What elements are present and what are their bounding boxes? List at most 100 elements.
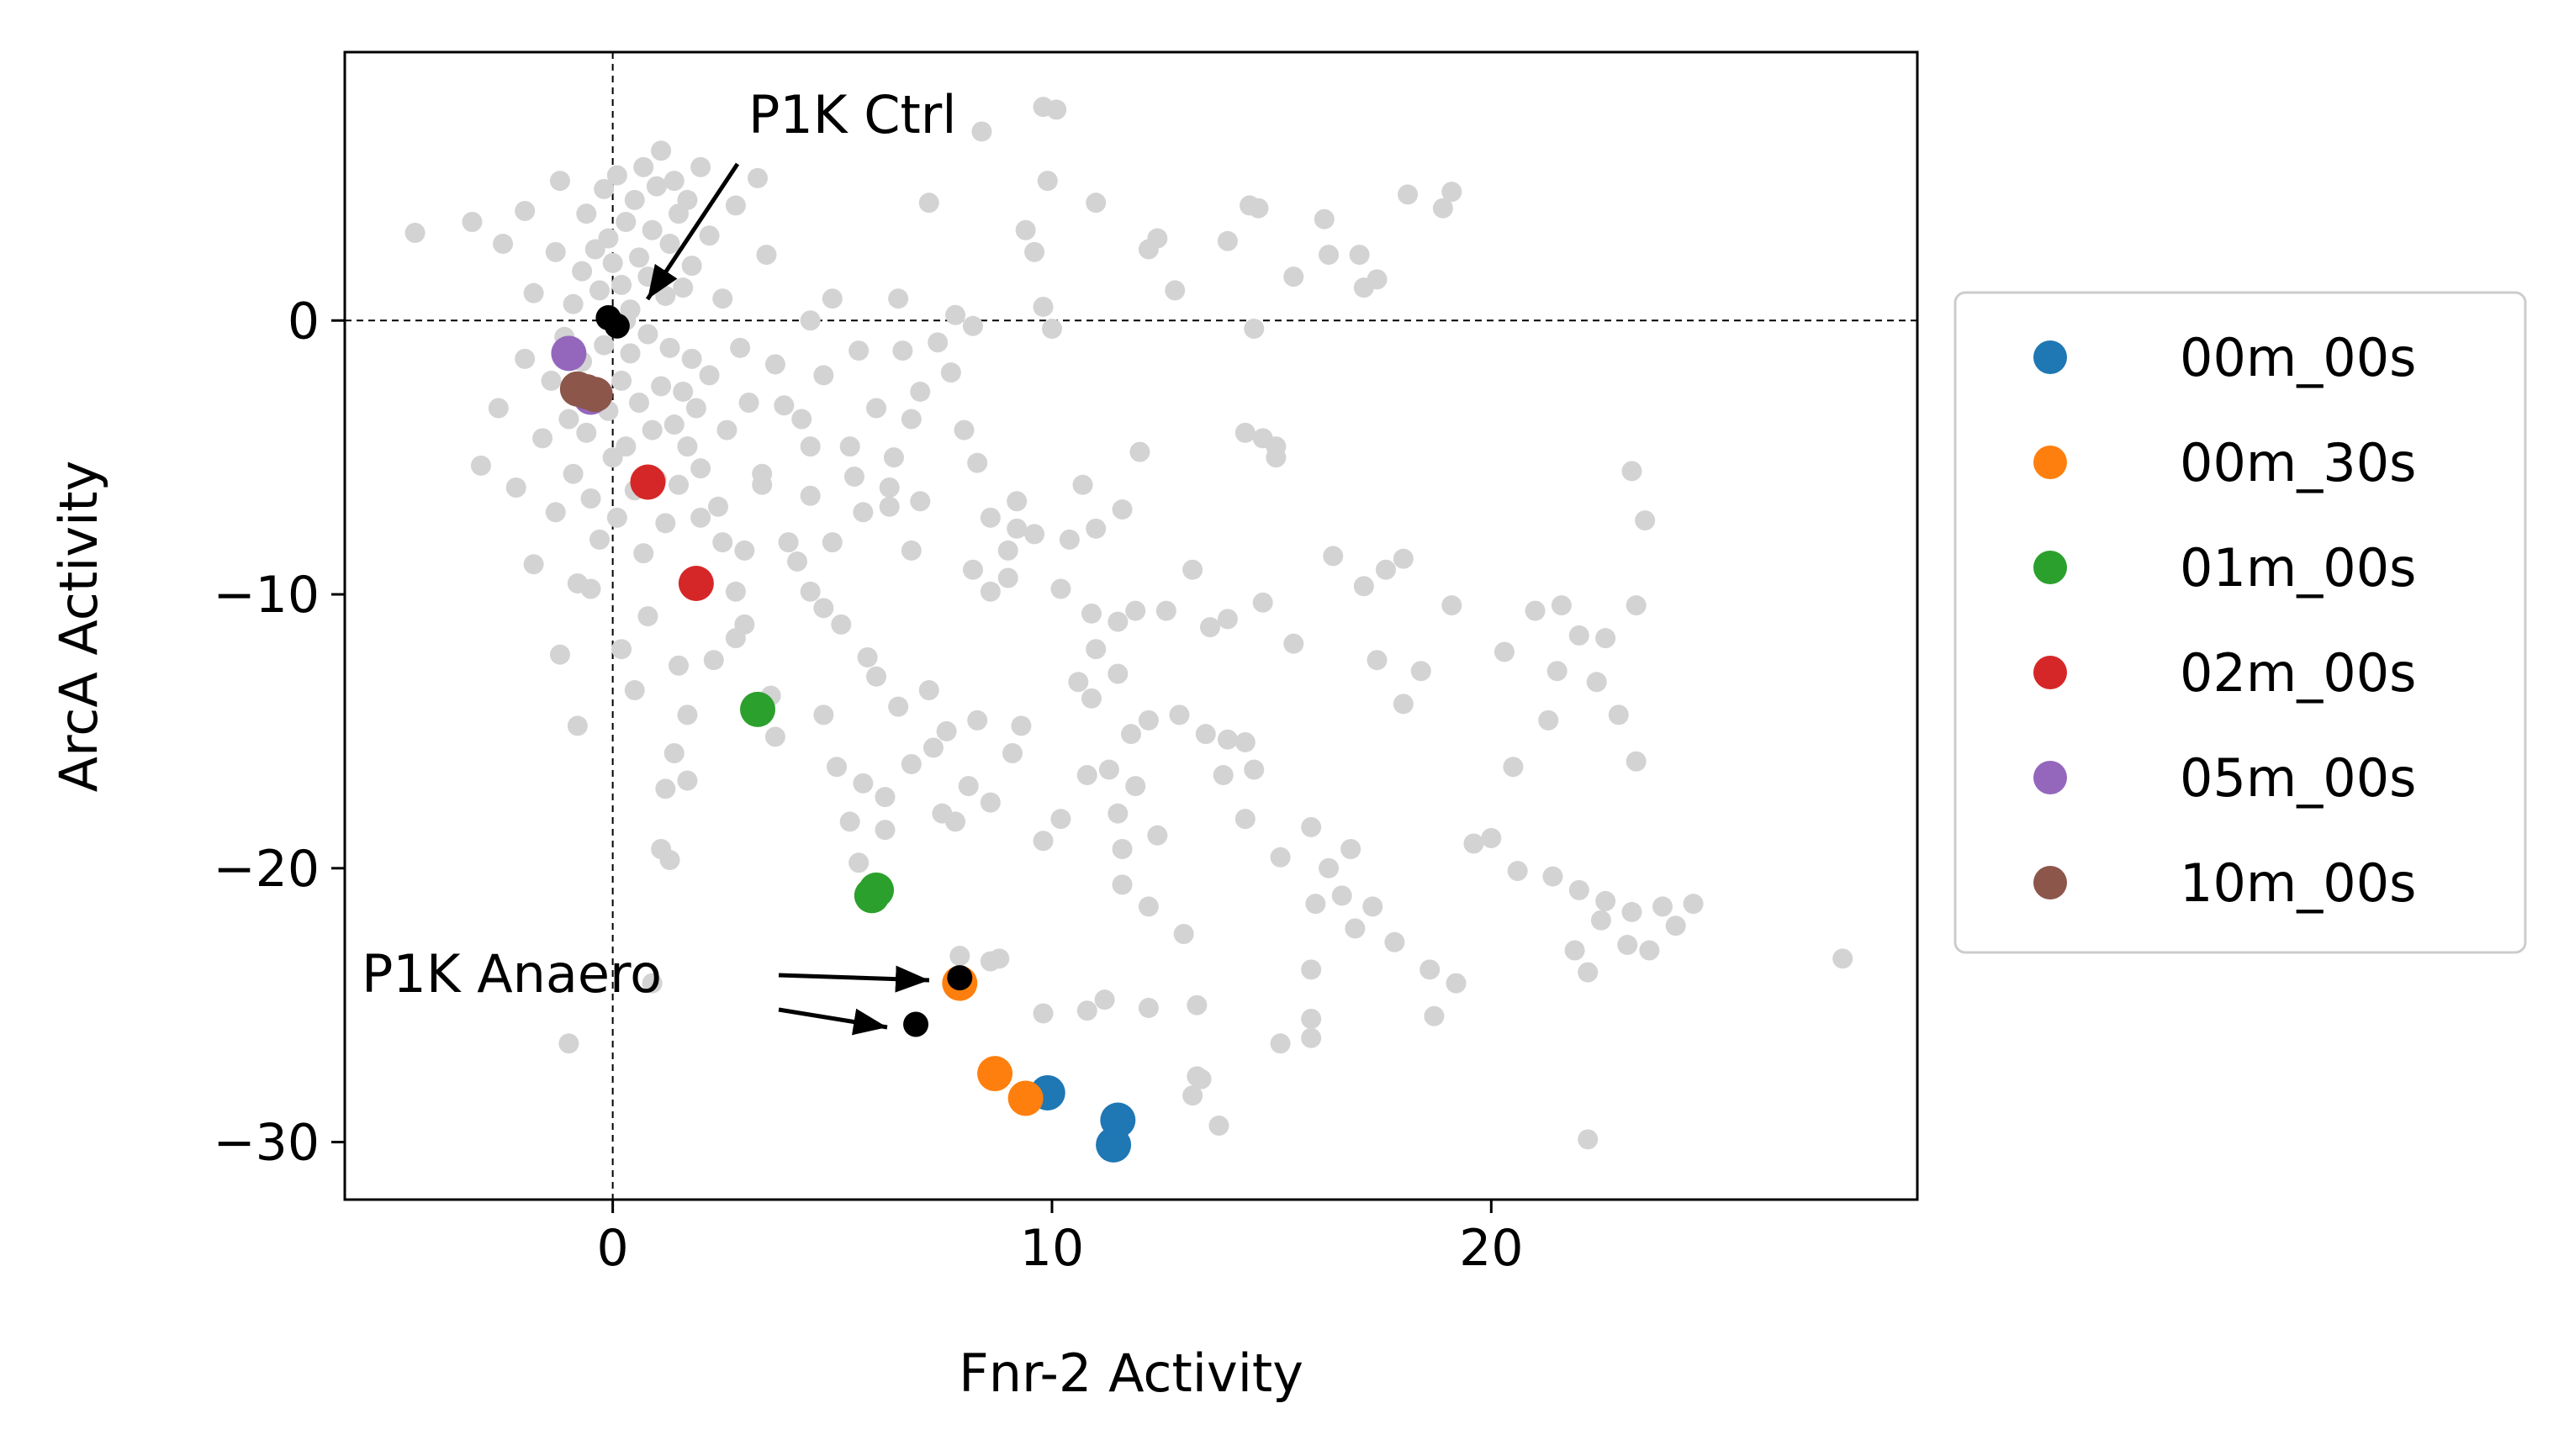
series-point-05m_00s	[551, 335, 587, 372]
background-point	[734, 614, 755, 635]
background-point	[1244, 759, 1265, 780]
background-point	[857, 646, 878, 667]
background-point	[611, 274, 632, 295]
background-point	[1182, 1085, 1203, 1106]
background-point	[1076, 765, 1097, 786]
background-point	[488, 398, 509, 419]
plot-area	[345, 52, 1917, 1200]
background-point	[1608, 704, 1629, 725]
background-point	[699, 365, 720, 386]
background-point	[901, 409, 922, 430]
background-point	[1301, 1008, 1322, 1029]
background-point	[928, 332, 949, 353]
background-point	[967, 710, 988, 731]
background-point	[1832, 948, 1853, 969]
series-point-00m_30s	[977, 1056, 1013, 1092]
background-point	[651, 376, 672, 397]
background-point	[1590, 910, 1611, 931]
series-point-01m_00s	[740, 691, 776, 727]
background-point	[493, 234, 514, 255]
legend-marker	[2033, 656, 2067, 689]
background-point	[725, 581, 746, 602]
background-point	[1015, 219, 1036, 240]
background-point	[725, 195, 746, 216]
background-point	[800, 310, 821, 331]
background-point	[462, 211, 483, 232]
background-point	[1568, 879, 1589, 900]
background-point	[1586, 672, 1607, 693]
background-point	[580, 488, 601, 509]
background-point	[875, 787, 896, 808]
background-point	[866, 398, 887, 419]
background-point	[1169, 704, 1190, 725]
background-point	[611, 639, 632, 660]
background-point	[616, 211, 637, 232]
background-point	[681, 256, 702, 277]
background-point	[1112, 839, 1133, 860]
background-point	[1331, 885, 1352, 906]
highlight-point	[604, 313, 630, 339]
background-point	[1323, 546, 1344, 567]
background-point	[558, 1033, 579, 1054]
background-point	[1086, 193, 1107, 214]
background-point	[716, 419, 737, 440]
background-point	[1059, 529, 1080, 550]
background-point	[989, 948, 1010, 969]
background-point	[576, 422, 597, 443]
background-point	[624, 189, 645, 210]
background-point	[883, 447, 904, 468]
background-point	[677, 704, 698, 725]
background-point	[730, 337, 751, 358]
annotation-arrows	[645, 162, 930, 1036]
background-point	[1138, 997, 1159, 1018]
background-point	[1129, 441, 1150, 462]
background-point	[1165, 280, 1186, 301]
background-point	[690, 507, 711, 528]
background-point	[668, 474, 689, 495]
background-point	[848, 852, 870, 873]
series-point-01m_00s	[859, 872, 895, 908]
background-point	[1007, 518, 1028, 539]
background-point	[875, 820, 896, 841]
background-point	[1244, 319, 1265, 340]
background-point	[523, 282, 544, 303]
legend-label: 10m_00s	[2180, 852, 2416, 914]
background-point	[1525, 600, 1546, 621]
background-point	[1393, 694, 1414, 715]
x-tick-label: 20	[1459, 1219, 1523, 1278]
background-point	[677, 770, 698, 791]
background-point	[1011, 715, 1032, 736]
background-point	[628, 247, 649, 268]
background-point	[1507, 861, 1528, 882]
background-point	[756, 245, 777, 266]
background-point	[1305, 894, 1326, 915]
background-point	[1398, 184, 1419, 205]
background-point	[962, 559, 983, 580]
background-point	[1234, 809, 1256, 830]
background-point	[642, 973, 663, 994]
background-point	[813, 598, 834, 619]
background-point	[1353, 576, 1374, 597]
background-point	[545, 502, 566, 523]
background-point	[1125, 776, 1146, 797]
y-tick-label: −20	[213, 840, 320, 899]
background-point	[642, 419, 663, 440]
legend-marker	[2033, 761, 2067, 794]
background-point	[879, 477, 900, 498]
background-point	[1446, 973, 1467, 994]
background-point	[901, 540, 922, 561]
background-point	[1002, 742, 1023, 763]
background-point	[1213, 765, 1234, 786]
series-point-02m_00s	[678, 566, 714, 602]
y-axis-ticks: 0 −10 −20 −30	[213, 292, 345, 1173]
background-point	[752, 474, 773, 495]
background-point	[1200, 617, 1221, 638]
legend-marker	[2033, 340, 2067, 374]
legend-label: 00m_30s	[2180, 432, 2416, 493]
background-point	[589, 280, 610, 301]
background-point	[1503, 757, 1524, 778]
background-point	[1041, 319, 1062, 340]
background-point	[549, 171, 570, 192]
anaero-arrow-2	[778, 1007, 888, 1036]
background-point	[690, 458, 711, 479]
